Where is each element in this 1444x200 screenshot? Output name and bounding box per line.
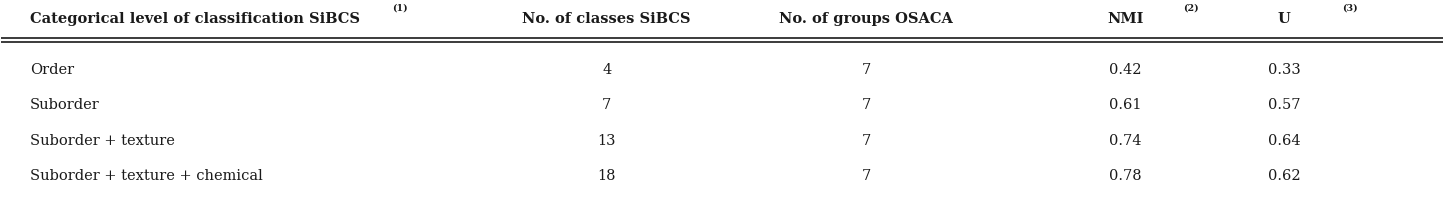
Text: 0.62: 0.62 xyxy=(1268,169,1301,183)
Text: No. of groups OSACA: No. of groups OSACA xyxy=(780,12,953,26)
Text: Order: Order xyxy=(30,63,74,77)
Text: 7: 7 xyxy=(862,134,871,148)
Text: 0.78: 0.78 xyxy=(1109,169,1142,183)
Text: 0.57: 0.57 xyxy=(1268,98,1301,112)
Text: 0.64: 0.64 xyxy=(1268,134,1301,148)
Text: 7: 7 xyxy=(862,63,871,77)
Text: NMI: NMI xyxy=(1108,12,1144,26)
Text: 7: 7 xyxy=(862,98,871,112)
Text: 18: 18 xyxy=(598,169,617,183)
Text: 0.33: 0.33 xyxy=(1268,63,1301,77)
Text: Suborder: Suborder xyxy=(30,98,100,112)
Text: 0.42: 0.42 xyxy=(1109,63,1142,77)
Text: Suborder + texture + chemical: Suborder + texture + chemical xyxy=(30,169,263,183)
Text: No. of classes SiBCS: No. of classes SiBCS xyxy=(523,12,690,26)
Text: (2): (2) xyxy=(1183,3,1199,12)
Text: 13: 13 xyxy=(598,134,617,148)
Text: (1): (1) xyxy=(391,3,407,12)
Text: 0.61: 0.61 xyxy=(1109,98,1142,112)
Text: 0.74: 0.74 xyxy=(1109,134,1142,148)
Text: (3): (3) xyxy=(1341,3,1357,12)
Text: Suborder + texture: Suborder + texture xyxy=(30,134,175,148)
Text: 7: 7 xyxy=(862,169,871,183)
Text: 4: 4 xyxy=(602,63,611,77)
Text: 7: 7 xyxy=(602,98,611,112)
Text: U: U xyxy=(1278,12,1291,26)
Text: Categorical level of classification SiBCS: Categorical level of classification SiBC… xyxy=(30,12,360,26)
